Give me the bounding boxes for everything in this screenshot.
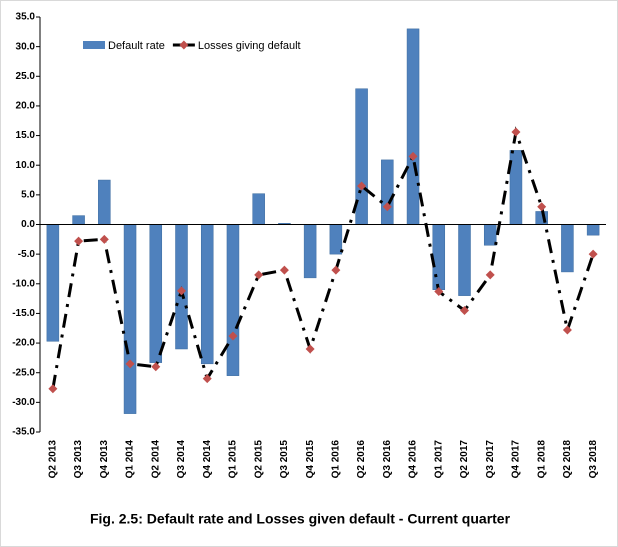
y-tick-label: 0.0 — [21, 219, 35, 230]
marker — [382, 202, 392, 212]
x-tick-label: Q1 2017 — [433, 440, 444, 479]
marker — [151, 362, 161, 372]
bar — [406, 28, 420, 225]
x-tick-label: Q2 2015 — [253, 440, 264, 479]
bar — [329, 224, 343, 255]
x-tick-label: Q2 2016 — [356, 440, 367, 479]
marker — [331, 265, 341, 275]
y-tick-label: -35.0 — [12, 427, 35, 438]
x-tick-label: Q4 2016 — [408, 440, 419, 479]
chart-title: Fig. 2.5: Default rate and Losses given … — [90, 511, 511, 527]
marker — [177, 286, 186, 296]
bar — [381, 159, 394, 225]
y-tick-label: 30.0 — [16, 41, 36, 52]
x-tick-label: Q2 2017 — [459, 440, 470, 479]
bar — [98, 179, 111, 225]
x-tick-label: Q3 2013 — [73, 440, 84, 479]
y-tick-label: 10.0 — [16, 160, 36, 171]
bar — [561, 224, 574, 273]
legend-label: Default rate — [108, 40, 165, 52]
y-tick-label: -15.0 — [12, 308, 35, 319]
marker — [511, 127, 521, 137]
y-tick-label: -10.0 — [12, 278, 35, 289]
legend-label: Losses giving default — [198, 40, 301, 52]
bar — [200, 224, 214, 365]
line — [51, 126, 595, 389]
marker — [99, 234, 109, 244]
bar — [252, 193, 265, 225]
bar — [226, 224, 240, 376]
marker — [460, 305, 469, 315]
x-tick-label: Q3 2014 — [176, 440, 187, 479]
bar — [483, 224, 497, 246]
x-tick-label: Q4 2014 — [202, 440, 213, 479]
marker — [48, 384, 58, 394]
marker — [254, 270, 264, 280]
y-tick-label: -5.0 — [18, 249, 36, 260]
bar — [432, 224, 446, 290]
y-tick-label: 5.0 — [21, 189, 35, 200]
y-tick-label: -20.0 — [12, 338, 35, 349]
marker — [279, 265, 289, 275]
bar — [586, 224, 600, 236]
x-tick-label: Q1 2016 — [331, 440, 342, 479]
marker — [588, 249, 598, 259]
x-tick-label: Q2 2014 — [150, 440, 161, 479]
marker — [537, 202, 547, 212]
bar — [458, 224, 471, 296]
y-tick-label: 15.0 — [16, 130, 36, 141]
x-tick-label: Q2 2013 — [48, 440, 59, 479]
bar — [123, 224, 137, 414]
y-tick-label: -25.0 — [12, 367, 35, 378]
bar — [303, 224, 317, 279]
legend-marker — [179, 40, 189, 50]
x-tick-label: Q1 2018 — [536, 440, 547, 479]
x-tick-label: Q3 2016 — [382, 440, 393, 479]
x-tick-label: Q4 2015 — [305, 440, 316, 479]
bar — [72, 215, 85, 225]
y-tick-label: 35.0 — [16, 12, 36, 23]
x-tick-label: Q1 2015 — [228, 440, 239, 479]
x-tick-label: Q3 2018 — [588, 440, 599, 479]
marker — [485, 270, 495, 280]
bar — [46, 224, 60, 342]
marker — [125, 359, 135, 369]
y-tick-label: -30.0 — [12, 397, 35, 408]
marker — [202, 374, 212, 384]
x-tick-label: Q3 2017 — [485, 440, 496, 479]
x-tick-label: Q1 2014 — [125, 440, 136, 479]
marker — [228, 331, 238, 341]
marker — [305, 344, 315, 354]
marker — [434, 286, 444, 296]
marker — [74, 236, 84, 246]
legend-swatch — [83, 41, 105, 49]
y-tick-label: 25.0 — [16, 71, 36, 82]
x-tick-label: Q2 2018 — [562, 440, 573, 479]
marker — [357, 181, 367, 191]
x-tick-label: Q3 2015 — [279, 440, 290, 479]
x-tick-label: Q4 2017 — [511, 440, 522, 479]
marker — [562, 325, 572, 335]
marker — [408, 151, 418, 161]
x-tick-label: Q4 2013 — [99, 440, 110, 479]
bar — [149, 224, 163, 363]
y-tick-label: 20.0 — [16, 101, 36, 112]
